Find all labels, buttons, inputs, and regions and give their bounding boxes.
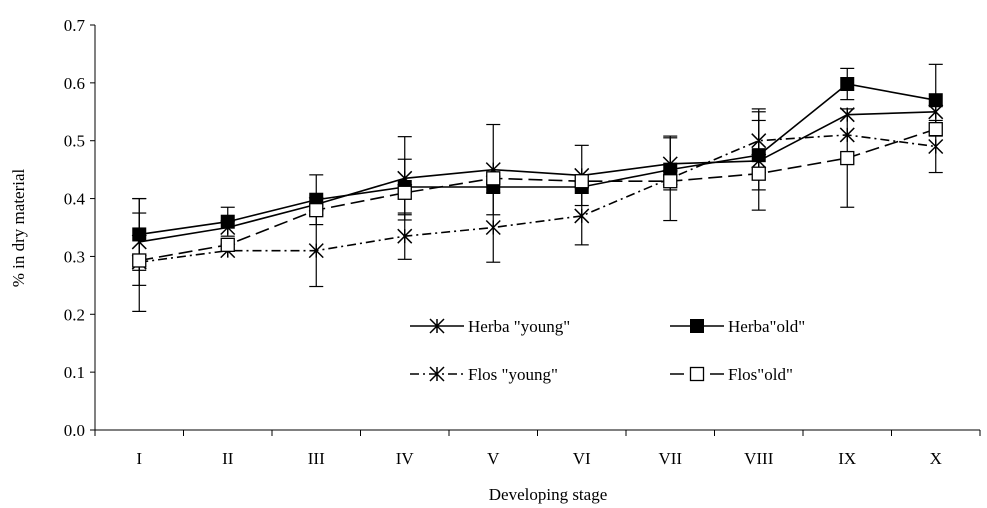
x-tick-label: VI xyxy=(573,449,591,468)
data-point xyxy=(928,138,944,155)
y-tick-label: 0.6 xyxy=(64,74,85,93)
data-point xyxy=(486,171,501,186)
series-4 xyxy=(132,108,943,268)
data-point xyxy=(574,208,590,224)
legend-label: Flos"old" xyxy=(728,365,793,384)
legend-item: Herba "young" xyxy=(410,317,570,336)
legend-marker xyxy=(690,319,704,333)
y-axis-title: % in dry material xyxy=(9,168,28,287)
y-tick-label: 0.5 xyxy=(64,132,85,151)
x-tick-label: III xyxy=(308,449,325,468)
data-point xyxy=(751,166,766,181)
x-tick-label: VIII xyxy=(744,449,774,468)
legend-item: Herba"old" xyxy=(670,317,805,336)
legend-marker xyxy=(429,318,445,334)
data-point xyxy=(132,253,147,268)
x-tick-label: IV xyxy=(396,449,415,468)
legend: Herba "young" Herba"old" Flos "young" Flos"… xyxy=(410,317,805,384)
data-point xyxy=(309,202,324,218)
y-tick-label: 0.1 xyxy=(64,363,85,382)
x-tick-label: V xyxy=(487,449,500,468)
x-tick-label: IX xyxy=(838,449,856,468)
y-tick-label: 0.7 xyxy=(64,16,86,35)
data-point xyxy=(663,174,678,189)
x-axis-title: Developing stage xyxy=(489,485,608,504)
legend-item: Flos "young" xyxy=(410,365,558,384)
legend-label: Herba "young" xyxy=(468,317,570,336)
y-tick-label: 0.3 xyxy=(64,247,85,266)
data-point xyxy=(840,77,855,92)
series-line xyxy=(139,134,936,264)
x-tick-label: X xyxy=(930,449,942,468)
data-point xyxy=(928,121,943,137)
series-line xyxy=(139,110,936,243)
x-tick-label: VII xyxy=(658,449,682,468)
series-2 xyxy=(132,63,943,271)
legend-marker xyxy=(429,366,445,382)
x-tick-label: II xyxy=(222,449,234,468)
series-1 xyxy=(131,104,944,286)
legend-label: Herba"old" xyxy=(728,317,805,336)
legend-label: Flos "young" xyxy=(468,365,558,384)
data-point xyxy=(751,133,767,149)
legend-marker xyxy=(689,366,705,382)
y-axis-ticks: 0.0 0.1 0.2 0.3 0.4 0.5 0.6 0.7 xyxy=(64,16,95,440)
data-point xyxy=(220,214,235,229)
y-tick-label: 0.0 xyxy=(64,421,85,440)
y-tick-label: 0.2 xyxy=(64,305,85,324)
x-tick-label: I xyxy=(136,449,142,468)
data-point xyxy=(397,185,412,200)
x-axis-ticks: I II III IV V VI VII VIII IX X xyxy=(94,430,981,468)
data-point xyxy=(840,150,855,166)
y-tick-label: 0.4 xyxy=(64,190,86,209)
data-point xyxy=(485,219,501,236)
series-line xyxy=(139,128,936,262)
series-3 xyxy=(131,108,944,312)
legend-item: Flos"old" xyxy=(670,365,793,384)
data-point xyxy=(220,237,235,253)
data-point xyxy=(928,93,943,108)
series-line xyxy=(139,83,936,236)
series-layer xyxy=(131,63,944,312)
data-point xyxy=(574,174,589,189)
data-point xyxy=(308,243,324,259)
data-point xyxy=(397,228,413,244)
